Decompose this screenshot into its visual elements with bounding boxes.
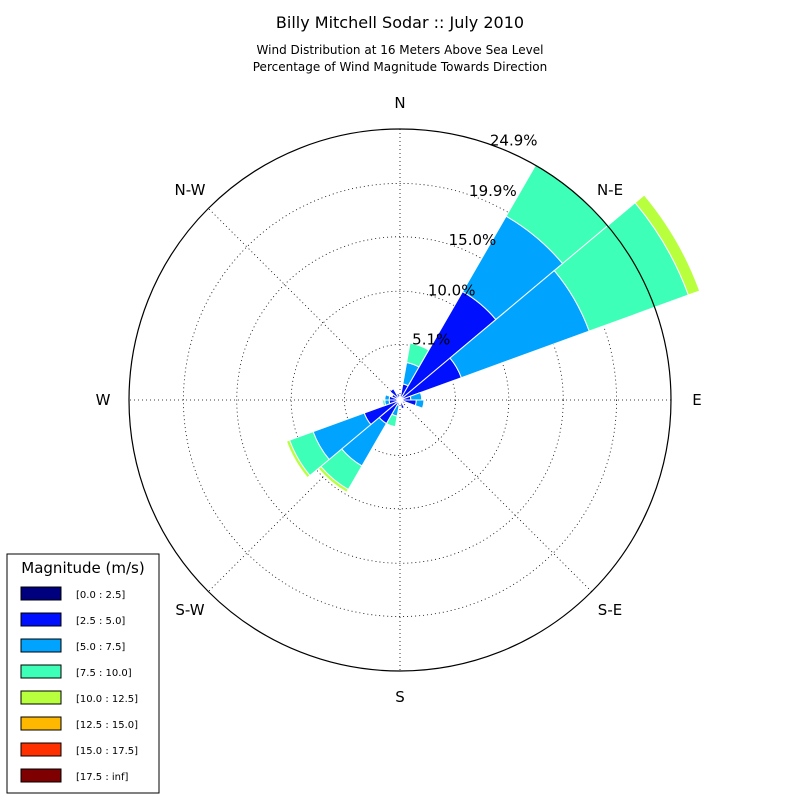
radial-label: 5.1% (412, 331, 450, 349)
direction-label: S-W (175, 601, 204, 619)
radial-label: 24.9% (490, 132, 538, 150)
direction-label: E (692, 391, 701, 409)
legend-swatch (20, 742, 62, 757)
legend-swatch (20, 586, 62, 601)
legend-swatch (20, 664, 62, 679)
wind-bar-segment (389, 388, 401, 401)
direction-label: N (394, 94, 405, 112)
legend-label: [17.5 : inf] (76, 772, 129, 783)
radial-label: 10.0% (428, 281, 476, 299)
grid-ring (344, 344, 456, 456)
wind-bar-segment (382, 399, 387, 407)
legend-swatch (20, 690, 62, 705)
legend: Magnitude (m/s) [0.0 : 2.5] [2.5 : 5.0] [5… (6, 553, 160, 794)
legend-title: Magnitude (m/s) (21, 559, 144, 577)
wind-bars (285, 163, 701, 494)
chart-title: Billy Mitchell Sodar :: July 2010 (276, 13, 524, 32)
direction-label: N-E (597, 181, 623, 199)
legend-label: [15.0 : 17.5] (76, 746, 138, 757)
grid-ring (236, 236, 564, 564)
legend-label: [12.5 : 15.0] (76, 720, 138, 731)
wind-bar-segment (634, 194, 701, 296)
wind-bar-segment (396, 392, 401, 401)
legend-entries: [0.0 : 2.5] [2.5 : 5.0] [5.0 : 7.5] [7.5 : … (20, 586, 138, 783)
grid-ring (290, 290, 510, 510)
direction-label: W (96, 391, 111, 409)
polar-grid (129, 129, 671, 671)
legend-swatch (20, 638, 62, 653)
radial-label: 19.9% (469, 182, 517, 200)
direction-label: N-W (175, 181, 206, 199)
direction-labels: N N-E E S-E S S-W W N-W (96, 94, 702, 706)
wind-bar-segment (414, 399, 425, 409)
direction-label: S (395, 688, 405, 706)
radial-label: 15.0% (449, 231, 497, 249)
legend-label: [10.0 : 12.5] (76, 694, 138, 705)
legend-swatch (20, 612, 62, 627)
chart-subtitle-line-1: Wind Distribution at 16 Meters Above Sea… (257, 43, 544, 57)
outer-circle (128, 128, 672, 672)
chart-subtitle-line-2: Percentage of Wind Magnitude Towards Dir… (253, 60, 547, 74)
wind-bar-segment (384, 394, 391, 401)
legend-swatch (20, 716, 62, 731)
legend-label: [7.5 : 10.0] (76, 668, 132, 679)
wind-bar-segment (399, 399, 406, 410)
legend-label: [2.5 : 5.0] (76, 616, 125, 627)
legend-swatch (20, 768, 62, 783)
direction-label: S-E (598, 601, 622, 619)
wind-bar-segment (399, 399, 406, 405)
grid-ring (183, 183, 617, 617)
legend-label: [5.0 : 7.5] (76, 642, 125, 653)
radial-labels: 5.1% 10.0% 15.0% 19.9% 24.9% (412, 132, 537, 349)
legend-label: [0.0 : 2.5] (76, 590, 125, 601)
wind-bar-segment (285, 439, 311, 479)
